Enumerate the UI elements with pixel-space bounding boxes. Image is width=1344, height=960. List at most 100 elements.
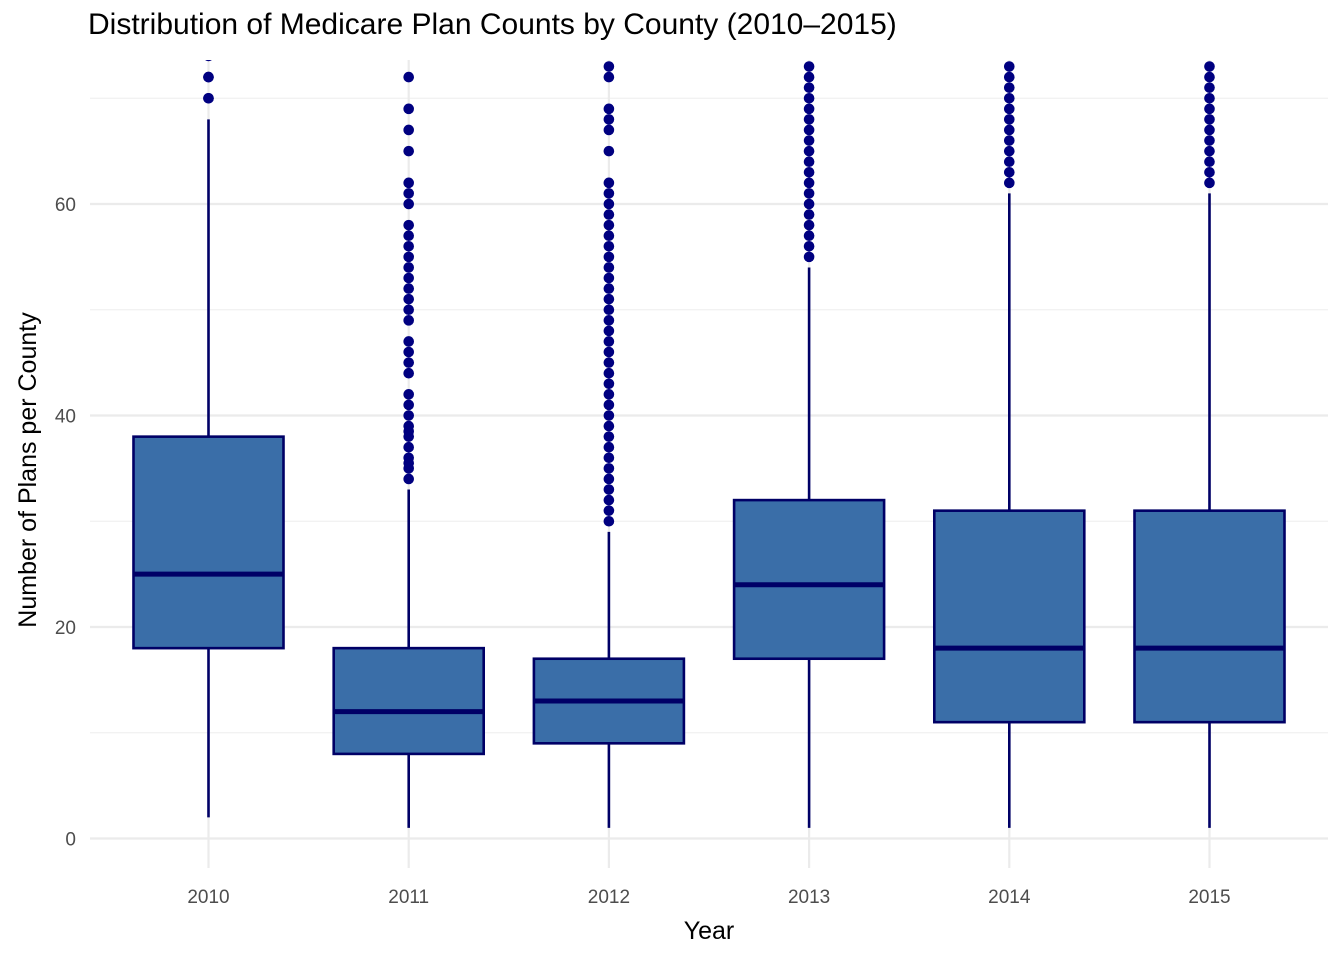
outlier-point [1204, 177, 1215, 189]
outlier-point [403, 272, 415, 284]
outlier-point [603, 61, 615, 72]
iqr-box [132, 435, 285, 650]
outlier-point [803, 177, 815, 189]
outlier-point [603, 505, 615, 516]
outlier-point [603, 304, 615, 316]
outlier-point [1004, 124, 1015, 136]
x-tick-label: 2014 [988, 887, 1031, 908]
iqr-box [1133, 509, 1286, 724]
outlier-point [203, 92, 214, 104]
box-2015 [1133, 61, 1286, 828]
outlier-point [1204, 71, 1215, 83]
outlier-point [403, 336, 415, 347]
chart-title: Distribution of Medicare Plan Counts by … [88, 8, 897, 41]
tick-labels: 0 20 40 60 2010 2011 2012 2013 2014 2015 [55, 195, 1231, 908]
x-tick-label: 2012 [588, 887, 630, 908]
outlier-point [1004, 82, 1015, 93]
y-tick-label: 0 [65, 830, 76, 851]
outlier-point [403, 241, 415, 252]
outlier-point [603, 325, 615, 337]
outlier-point [1004, 145, 1015, 157]
x-axis-title: Year [684, 917, 735, 945]
outlier-point [205, 60, 212, 62]
outlier-point [203, 71, 214, 83]
outlier-point [1004, 156, 1015, 167]
outlier-point [803, 82, 815, 93]
outlier-point [403, 198, 415, 210]
box-2013 [732, 61, 886, 828]
outlier-point [1204, 103, 1215, 115]
outlier-point [1004, 103, 1015, 115]
outlier-point [603, 431, 615, 442]
outlier-point [603, 494, 615, 506]
outlier-point [1004, 177, 1015, 189]
outlier-point [603, 346, 615, 358]
outlier-point [803, 198, 815, 210]
x-tick-label: 2010 [187, 887, 229, 908]
box-2011 [332, 71, 486, 828]
boxes [132, 60, 1286, 828]
outlier-point [803, 241, 815, 252]
outlier-point [603, 262, 615, 273]
outlier-point [603, 420, 615, 432]
outlier-point [603, 399, 615, 411]
outlier-point [803, 135, 815, 146]
outlier-point [403, 441, 415, 453]
outlier-point [803, 219, 815, 231]
outlier-point [603, 367, 615, 379]
outlier-point [603, 441, 615, 453]
outlier-point [403, 262, 415, 273]
outlier-point [403, 410, 415, 421]
outlier-point [603, 177, 615, 189]
box-2012 [532, 61, 686, 828]
outlier-point [603, 188, 615, 199]
y-tick-label: 60 [55, 195, 76, 216]
outlier-point [1004, 61, 1015, 72]
x-tick-label: 2015 [1188, 887, 1230, 908]
outlier-point [603, 315, 615, 326]
y-tick-label: 20 [55, 618, 76, 639]
outlier-point [803, 230, 815, 242]
outlier-point [403, 230, 415, 242]
outlier-point [603, 515, 615, 527]
outlier-point [403, 283, 415, 294]
outlier-point [603, 230, 615, 242]
outlier-point [603, 389, 615, 400]
outlier-point [1204, 114, 1215, 125]
outlier-point [603, 410, 615, 421]
outlier-point [1204, 82, 1215, 93]
outlier-point [403, 71, 415, 83]
outlier-point [603, 378, 615, 390]
outlier-point [1004, 92, 1015, 104]
outlier-point [403, 452, 415, 464]
outlier-point [603, 114, 615, 125]
outlier-point [403, 304, 415, 316]
outlier-point [603, 124, 615, 136]
outlier-point [1204, 124, 1215, 136]
outlier-point [603, 198, 615, 210]
y-axis-title: Number of Plans per County [14, 312, 42, 628]
outlier-point [603, 293, 615, 305]
outlier-point [603, 272, 615, 284]
x-tick-label: 2011 [388, 887, 429, 908]
outlier-point [603, 71, 615, 83]
outlier-point [403, 188, 415, 199]
outlier-point [1204, 156, 1215, 167]
iqr-box [332, 646, 486, 756]
outlier-point [1004, 71, 1015, 83]
outlier-point [1004, 135, 1015, 146]
outlier-point [803, 188, 815, 199]
outlier-point [603, 209, 615, 220]
outlier-point [1204, 145, 1215, 157]
outlier-point [803, 251, 815, 263]
outlier-point [603, 336, 615, 347]
outlier-point [403, 251, 415, 263]
outlier-point [603, 241, 615, 252]
iqr-box [732, 498, 886, 661]
outlier-point [403, 103, 415, 115]
outlier-point [603, 145, 615, 157]
iqr-box [932, 509, 1086, 724]
outlier-point [803, 92, 815, 104]
outlier-point [603, 283, 615, 294]
